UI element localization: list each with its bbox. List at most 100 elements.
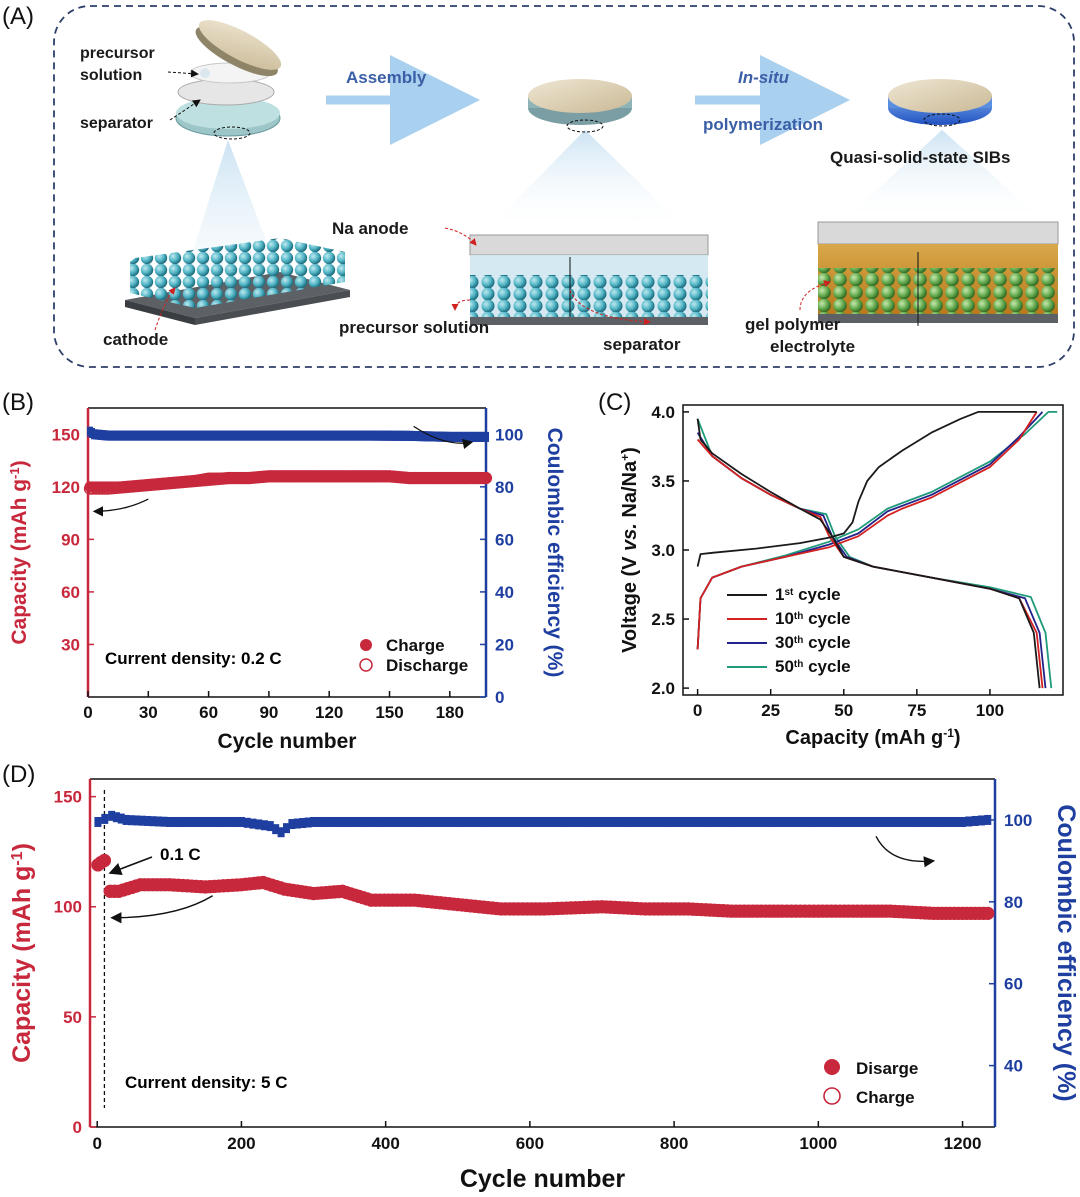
- d-ce-point: [566, 816, 574, 827]
- c-legend-label: 30th cycle: [775, 633, 851, 652]
- d-ce-point: [387, 816, 395, 827]
- d-ce-point: [774, 816, 782, 827]
- label-polymerization: polymerization: [703, 115, 823, 134]
- d-ce-point: [393, 816, 401, 827]
- d-rate-arrow: [108, 856, 153, 875]
- d-ce-point: [221, 816, 229, 827]
- d-ce-point: [785, 816, 793, 827]
- d-ce-point: [199, 816, 207, 827]
- b-ce-point: [483, 431, 489, 442]
- label-precursor-solution: precursor solution: [339, 318, 489, 337]
- c-legend-label: 1st cycle: [775, 585, 841, 604]
- b-xtick-label: 60: [199, 703, 218, 722]
- b-y2label: Coulombic efficiency (%): [543, 428, 566, 678]
- c-xtick-label: 25: [761, 701, 780, 720]
- d-ce-point: [589, 816, 597, 827]
- d-ce-point: [359, 816, 367, 827]
- d-ce-point: [959, 816, 967, 827]
- d-ce-point: [912, 816, 920, 827]
- d-ce-point: [277, 827, 285, 838]
- d-ce-point: [837, 816, 845, 827]
- panel-d-density-label: Current density: 5 C: [125, 1073, 287, 1092]
- d-ce-point: [935, 816, 943, 827]
- d-ce-point: [797, 816, 805, 827]
- c-ytick-label: 2.0: [651, 679, 675, 698]
- b-y2tick-label: 0: [495, 688, 504, 707]
- d-ce-point: [820, 816, 828, 827]
- d-ce-point: [127, 815, 135, 826]
- d-ce-point: [101, 813, 109, 824]
- d-legend-charge-marker: [823, 1087, 841, 1105]
- d-ce-point: [332, 816, 340, 827]
- b-capacity-arrow: [92, 498, 149, 517]
- c-ylabel: Voltage (V vs. Na/Na+): [618, 447, 641, 653]
- c-line-charge: [696, 411, 1038, 650]
- d-ce-point: [160, 816, 168, 827]
- d-ce-point: [422, 816, 430, 827]
- d-capacity-arrow: [110, 895, 213, 924]
- assembled-cell-illustration: [485, 79, 690, 232]
- d-ce-point: [918, 816, 926, 827]
- d-y2tick-label: 80: [1004, 893, 1023, 912]
- panel-a-letter: (A): [2, 3, 34, 30]
- d-ce-point: [878, 816, 886, 827]
- d-ce-point: [630, 816, 638, 827]
- d-ce-point: [155, 816, 163, 827]
- c-ytick-label: 3.0: [651, 541, 675, 560]
- d-ce-point: [751, 816, 759, 827]
- d-ce-point: [687, 816, 695, 827]
- d-ce-point: [722, 816, 730, 827]
- d-ce-point: [659, 816, 667, 827]
- c-xtick-label: 0: [693, 701, 702, 720]
- b-charge-point: [480, 472, 492, 484]
- d-ce-point: [503, 816, 511, 827]
- panel-c-chart: (C) 0 25 50 75 100 2.0 2.5 3.0 3.5 4.0 Capacity (m…: [598, 389, 1064, 749]
- d-ce-point: [266, 821, 274, 832]
- d-ce-point: [612, 816, 620, 827]
- d-y2label: Coulombic efficiency (%): [1052, 804, 1080, 1101]
- d-ce-point: [171, 816, 179, 827]
- label-na-anode: Na anode: [332, 219, 409, 238]
- d-ce-point: [122, 814, 130, 825]
- b-ytick-label: 60: [61, 583, 80, 602]
- panel-b-annotation: Current density: 0.2 C: [105, 649, 282, 668]
- d-ce-point: [872, 816, 880, 827]
- b-xtick-label: 150: [375, 703, 403, 722]
- d-ce-point: [757, 816, 765, 827]
- label-separator-mid: separator: [603, 335, 681, 354]
- d-ce-point: [832, 816, 840, 827]
- d-ytick-label: 0: [73, 1118, 82, 1137]
- b-ce-arrow: [413, 425, 474, 450]
- d-ce-point: [907, 816, 915, 827]
- d-ce-point: [133, 815, 141, 826]
- b-xtick-label: 30: [139, 703, 158, 722]
- c-xtick-label: 100: [976, 701, 1004, 720]
- c-ytick-label: 2.5: [651, 610, 675, 629]
- d-ce-point: [739, 816, 747, 827]
- d-ce-point: [791, 816, 799, 827]
- d-legend-charge-label: Charge: [856, 1088, 915, 1107]
- d-ce-point: [635, 816, 643, 827]
- d-ce-point: [965, 816, 973, 827]
- d-ce-point: [376, 816, 384, 827]
- d-ce-point: [699, 816, 707, 827]
- d-ce-point: [884, 816, 892, 827]
- d-y2tick-label: 40: [1004, 1057, 1023, 1076]
- d-ce-point: [310, 816, 318, 827]
- c-xlabel: Capacity (mAh g-1): [785, 726, 960, 749]
- b-y2tick-label: 80: [495, 478, 514, 497]
- d-xtick-label: 1000: [799, 1134, 837, 1153]
- d-ce-point: [555, 816, 563, 827]
- d-ce-point: [855, 816, 863, 827]
- d-ce-point: [321, 816, 329, 827]
- d-ce-point: [710, 816, 718, 827]
- d-ce-point: [601, 816, 609, 827]
- d-ce-point: [249, 818, 257, 829]
- d-ce-point: [647, 816, 655, 827]
- b-ytick-label: 150: [52, 425, 80, 444]
- d-ce-point: [941, 816, 949, 827]
- d-ce-point: [94, 816, 102, 827]
- c-line-charge: [696, 411, 1037, 567]
- c-line-discharge: [696, 432, 1047, 689]
